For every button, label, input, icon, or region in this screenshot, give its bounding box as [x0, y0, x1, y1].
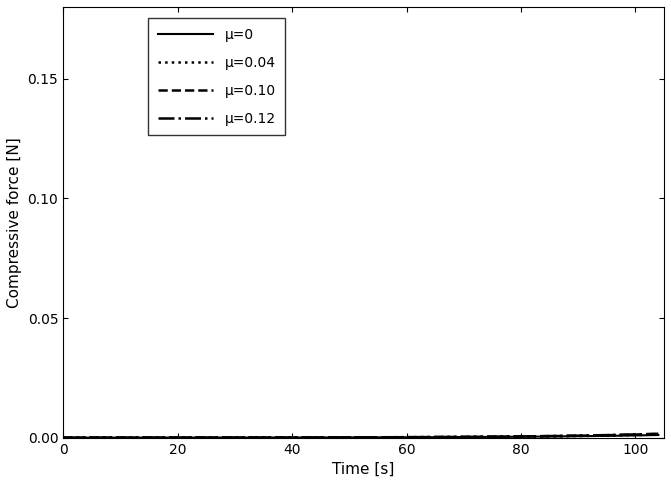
μ=0 [300, 435, 308, 440]
μ=0.04 [468, 434, 476, 440]
Y-axis label: Compressive force [N]: Compressive force [N] [7, 137, 22, 308]
Legend: μ=0, μ=0.04, μ=0.10, μ=0.12: μ=0, μ=0.04, μ=0.10, μ=0.12 [148, 18, 285, 136]
μ=0 [534, 434, 542, 439]
μ=0.04 [534, 434, 542, 439]
μ=0.12 [523, 434, 531, 439]
Line: μ=0: μ=0 [63, 435, 658, 438]
μ=0.10 [534, 433, 542, 439]
μ=0.04 [59, 435, 67, 440]
Line: μ=0.04: μ=0.04 [63, 435, 658, 438]
μ=0.12 [321, 435, 329, 440]
μ=0.12 [534, 433, 542, 439]
μ=0 [59, 435, 67, 440]
μ=0.10 [523, 434, 531, 439]
μ=0.12 [468, 434, 476, 440]
μ=0.04 [300, 435, 308, 440]
μ=0.04 [321, 435, 329, 440]
μ=0 [120, 435, 128, 440]
μ=0.10 [300, 435, 308, 440]
μ=0.12 [120, 435, 128, 440]
μ=0 [468, 434, 476, 440]
μ=0.10 [654, 431, 662, 437]
μ=0.10 [468, 434, 476, 440]
μ=0.12 [654, 431, 662, 437]
μ=0 [523, 434, 531, 439]
Line: μ=0.10: μ=0.10 [63, 434, 658, 438]
μ=0 [654, 432, 662, 438]
Line: μ=0.12: μ=0.12 [63, 434, 658, 438]
μ=0.12 [59, 435, 67, 440]
μ=0.04 [654, 432, 662, 438]
μ=0.04 [120, 435, 128, 440]
μ=0.10 [59, 435, 67, 440]
μ=0.04 [523, 434, 531, 439]
μ=0.12 [300, 435, 308, 440]
X-axis label: Time [s]: Time [s] [332, 462, 395, 477]
μ=0.10 [321, 435, 329, 440]
μ=0 [321, 435, 329, 440]
μ=0.10 [120, 435, 128, 440]
